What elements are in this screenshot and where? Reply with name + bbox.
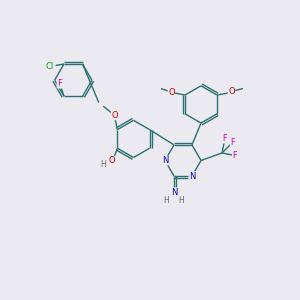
Text: Cl: Cl (46, 62, 54, 71)
Text: F: F (232, 151, 237, 160)
Text: O: O (111, 111, 118, 120)
Text: N: N (171, 188, 177, 197)
Text: O: O (228, 87, 235, 96)
Text: F: F (230, 138, 235, 147)
Text: F: F (57, 79, 62, 88)
Text: O: O (168, 88, 175, 97)
Text: O: O (109, 156, 115, 165)
Text: N: N (189, 172, 195, 181)
Text: N: N (162, 156, 168, 165)
Text: H: H (178, 196, 184, 205)
Text: H: H (164, 196, 169, 205)
Text: F: F (223, 134, 227, 143)
Text: H: H (100, 160, 106, 169)
